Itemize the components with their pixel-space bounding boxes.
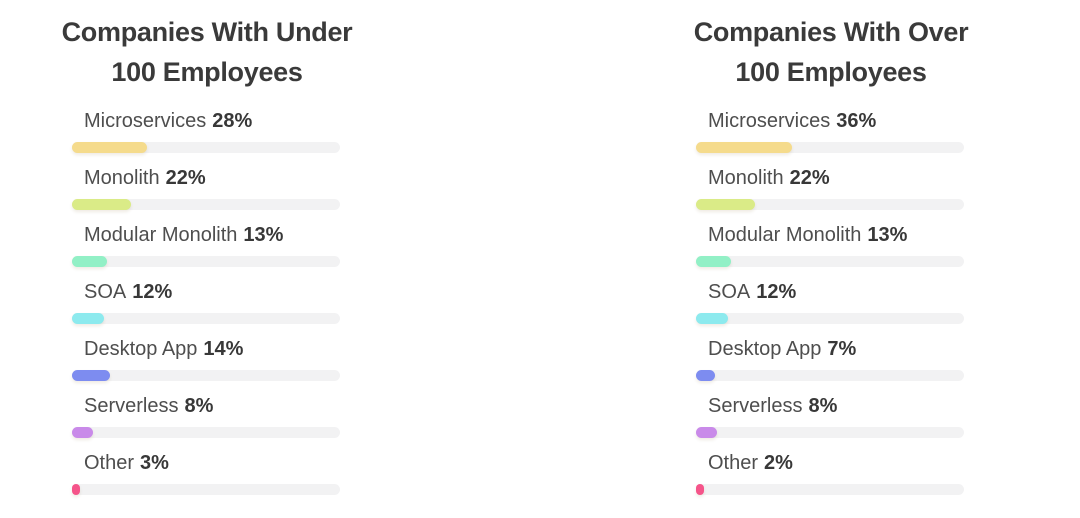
bar-track	[72, 313, 340, 324]
panel-title-line1: Companies With Under	[61, 17, 353, 47]
bar-fill	[696, 199, 755, 210]
bar-rows: Microservices 28% Monolith 22% Modular Mon…	[72, 107, 374, 495]
bar-track	[696, 370, 964, 381]
percent-value: 7%	[827, 338, 857, 360]
panel-over-100: Companies With Over 100 Employees Microse…	[664, 12, 998, 506]
row-label: Desktop App 14%	[84, 335, 374, 363]
bar-track	[696, 142, 964, 153]
row-label: Other 2%	[708, 449, 998, 477]
row-label: Modular Monolith 13%	[84, 221, 374, 249]
row-microservices: Microservices 28%	[72, 107, 374, 153]
panel-title-line1: Companies With Over	[693, 17, 969, 47]
panel-title: Companies With Under 100 Employees	[40, 12, 374, 92]
bar-fill	[696, 484, 704, 495]
percent-value: 22%	[165, 167, 206, 189]
row-label: Monolith 22%	[84, 164, 374, 192]
row-label: Serverless 8%	[84, 392, 374, 420]
category-label: Desktop App	[708, 338, 822, 360]
bar-track	[72, 484, 340, 495]
bar-fill	[72, 427, 94, 438]
row-desktop-app: Desktop App 14%	[72, 335, 374, 381]
bar-track	[72, 142, 340, 153]
row-label: Microservices 36%	[708, 107, 998, 135]
panel-under-100: Companies With Under 100 Employees Micros…	[40, 12, 374, 506]
panel-title-line2: 100 Employees	[111, 57, 303, 87]
percent-value: 3%	[140, 452, 169, 474]
percent-value: 13%	[867, 224, 908, 246]
bar-track	[696, 484, 964, 495]
panel-title: Companies With Over 100 Employees	[664, 12, 998, 92]
category-label: Modular Monolith	[708, 224, 862, 246]
percent-value: 13%	[243, 224, 284, 246]
bar-rows: Microservices 36% Monolith 22% Modular Mon…	[696, 107, 998, 495]
bar-fill	[696, 313, 729, 324]
bar-track	[72, 427, 340, 438]
row-other: Other 2%	[696, 449, 998, 495]
percent-value: 8%	[184, 395, 214, 417]
percent-value: 12%	[132, 281, 173, 303]
percent-value: 28%	[212, 110, 253, 132]
bar-track	[72, 199, 340, 210]
row-desktop-app: Desktop App 7%	[696, 335, 998, 381]
percent-value: 2%	[764, 452, 793, 474]
category-label: Other	[84, 452, 135, 474]
bar-track	[696, 427, 964, 438]
category-label: Other	[708, 452, 759, 474]
percent-value: 12%	[756, 281, 797, 303]
bar-fill	[696, 427, 718, 438]
row-label: Other 3%	[84, 449, 374, 477]
percent-value: 36%	[836, 110, 877, 132]
bar-fill	[72, 142, 148, 153]
category-label: SOA	[708, 281, 751, 303]
bar-track	[696, 199, 964, 210]
bar-fill	[696, 370, 715, 381]
row-soa: SOA 12%	[696, 278, 998, 324]
percent-value: 8%	[808, 395, 838, 417]
category-label: Monolith	[708, 167, 784, 189]
row-label: SOA 12%	[708, 278, 998, 306]
bar-track	[72, 370, 340, 381]
category-label: Desktop App	[84, 338, 198, 360]
category-label: Serverless	[84, 395, 179, 417]
row-label: Monolith 22%	[708, 164, 998, 192]
row-modular-monolith: Modular Monolith 13%	[696, 221, 998, 267]
bar-fill	[72, 313, 105, 324]
row-modular-monolith: Modular Monolith 13%	[72, 221, 374, 267]
panel-title-line2: 100 Employees	[735, 57, 927, 87]
bar-track	[696, 313, 964, 324]
percent-value: 14%	[203, 338, 244, 360]
row-soa: SOA 12%	[72, 278, 374, 324]
row-label: Microservices 28%	[84, 107, 374, 135]
bar-fill	[696, 142, 793, 153]
category-label: Modular Monolith	[84, 224, 238, 246]
row-monolith: Monolith 22%	[696, 164, 998, 210]
row-label: Modular Monolith 13%	[708, 221, 998, 249]
bar-fill	[72, 199, 131, 210]
bar-track	[696, 256, 964, 267]
row-label: Desktop App 7%	[708, 335, 998, 363]
bar-fill	[72, 484, 81, 495]
category-label: SOA	[84, 281, 127, 303]
row-serverless: Serverless 8%	[696, 392, 998, 438]
row-monolith: Monolith 22%	[72, 164, 374, 210]
bar-fill	[72, 370, 110, 381]
bar-fill	[72, 256, 107, 267]
row-label: SOA 12%	[84, 278, 374, 306]
row-serverless: Serverless 8%	[72, 392, 374, 438]
row-label: Serverless 8%	[708, 392, 998, 420]
bar-fill	[696, 256, 731, 267]
category-label: Monolith	[84, 167, 160, 189]
category-label: Microservices	[708, 110, 831, 132]
percent-value: 22%	[789, 167, 830, 189]
category-label: Serverless	[708, 395, 803, 417]
row-other: Other 3%	[72, 449, 374, 495]
category-label: Microservices	[84, 110, 207, 132]
bar-track	[72, 256, 340, 267]
row-microservices: Microservices 36%	[696, 107, 998, 153]
